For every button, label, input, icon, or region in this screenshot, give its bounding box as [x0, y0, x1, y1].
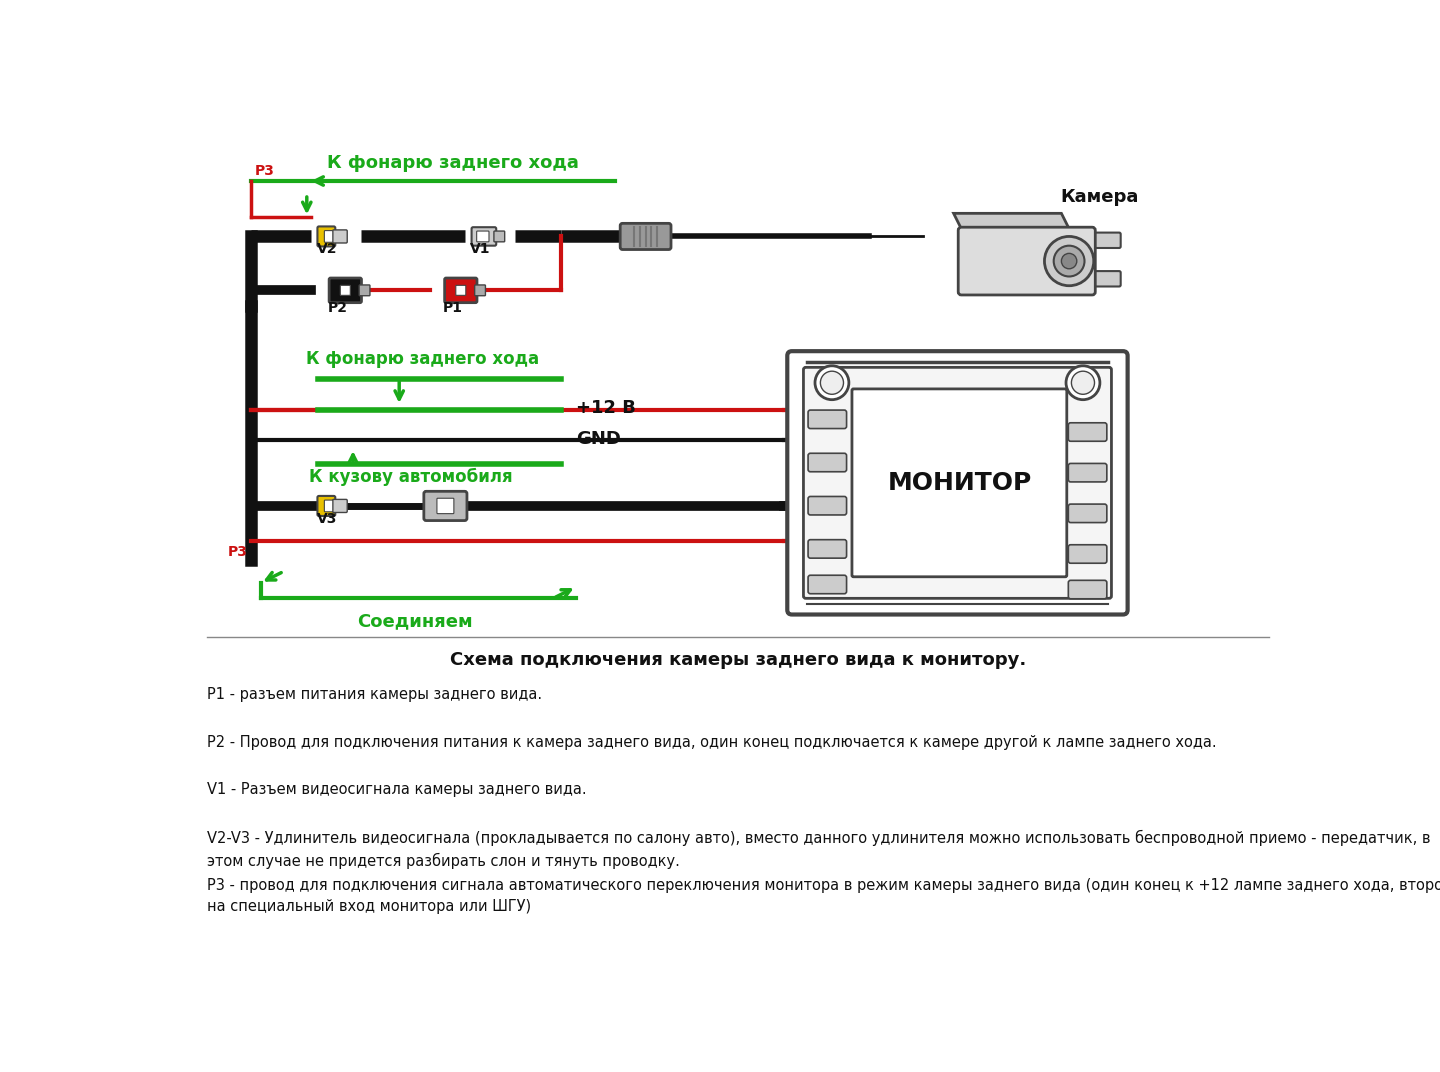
FancyBboxPatch shape [1068, 504, 1107, 522]
Text: Р2 - Провод для подключения питания к камера заднего вида, один конец подключает: Р2 - Провод для подключения питания к ка… [207, 734, 1217, 749]
Text: V2: V2 [317, 242, 338, 256]
Circle shape [1044, 237, 1094, 286]
FancyBboxPatch shape [808, 496, 847, 515]
Text: К фонарю заднего хода: К фонарю заднего хода [305, 351, 539, 368]
FancyBboxPatch shape [333, 500, 347, 512]
FancyBboxPatch shape [317, 496, 336, 516]
Circle shape [1066, 366, 1100, 400]
FancyBboxPatch shape [808, 453, 847, 472]
FancyBboxPatch shape [475, 285, 485, 296]
FancyBboxPatch shape [808, 576, 847, 594]
Text: Соединяем: Соединяем [357, 612, 472, 630]
Text: V1: V1 [469, 242, 490, 256]
Text: Камера: Камера [1061, 188, 1139, 206]
Text: P2: P2 [327, 301, 347, 315]
Circle shape [821, 371, 844, 394]
FancyBboxPatch shape [359, 285, 370, 296]
Text: К кузову автомобиля: К кузову автомобиля [310, 467, 513, 486]
Text: V1 - Разъем видеосигнала камеры заднего вида.: V1 - Разъем видеосигнала камеры заднего … [207, 783, 586, 798]
Text: GND: GND [576, 430, 621, 448]
FancyBboxPatch shape [1068, 463, 1107, 482]
FancyBboxPatch shape [804, 368, 1112, 598]
FancyBboxPatch shape [445, 278, 477, 302]
FancyBboxPatch shape [471, 227, 497, 245]
FancyBboxPatch shape [333, 229, 347, 243]
FancyBboxPatch shape [1094, 271, 1120, 286]
FancyBboxPatch shape [436, 498, 454, 513]
Text: +12 В: +12 В [576, 399, 636, 417]
Text: P1: P1 [444, 301, 464, 315]
FancyBboxPatch shape [621, 223, 671, 250]
FancyBboxPatch shape [1068, 545, 1107, 563]
Text: МОНИТОР: МОНИТОР [887, 471, 1031, 495]
FancyBboxPatch shape [808, 411, 847, 429]
FancyBboxPatch shape [324, 230, 333, 242]
FancyBboxPatch shape [788, 352, 1128, 614]
Text: P3: P3 [255, 164, 275, 178]
FancyBboxPatch shape [1068, 422, 1107, 442]
Text: Схема подключения камеры заднего вида к монитору.: Схема подключения камеры заднего вида к … [449, 651, 1027, 669]
FancyBboxPatch shape [423, 491, 467, 521]
Text: Р1 - разъем питания камеры заднего вида.: Р1 - разъем питания камеры заднего вида. [207, 687, 541, 702]
FancyBboxPatch shape [1094, 233, 1120, 248]
Circle shape [1054, 245, 1084, 277]
FancyBboxPatch shape [958, 227, 1096, 295]
FancyBboxPatch shape [852, 389, 1067, 577]
FancyBboxPatch shape [456, 285, 465, 296]
Text: К фонарю заднего хода: К фонарю заднего хода [327, 153, 579, 172]
Polygon shape [953, 213, 1068, 228]
FancyBboxPatch shape [494, 232, 504, 242]
Circle shape [1061, 253, 1077, 269]
FancyBboxPatch shape [324, 500, 333, 511]
FancyBboxPatch shape [1068, 580, 1107, 599]
FancyBboxPatch shape [317, 226, 336, 247]
Text: Р3 - провод для подключения сигнала автоматического переключения монитора в режи: Р3 - провод для подключения сигнала авто… [207, 878, 1440, 913]
FancyBboxPatch shape [477, 232, 490, 242]
Circle shape [1071, 371, 1094, 394]
Text: P3: P3 [228, 546, 248, 560]
FancyBboxPatch shape [330, 278, 361, 302]
FancyBboxPatch shape [340, 285, 350, 296]
Text: V3: V3 [317, 512, 338, 526]
FancyBboxPatch shape [808, 539, 847, 559]
Circle shape [815, 366, 850, 400]
Text: V2-V3 - Удлинитель видеосигнала (прокладывается по салону авто), вместо данного : V2-V3 - Удлинитель видеосигнала (проклад… [207, 830, 1430, 869]
